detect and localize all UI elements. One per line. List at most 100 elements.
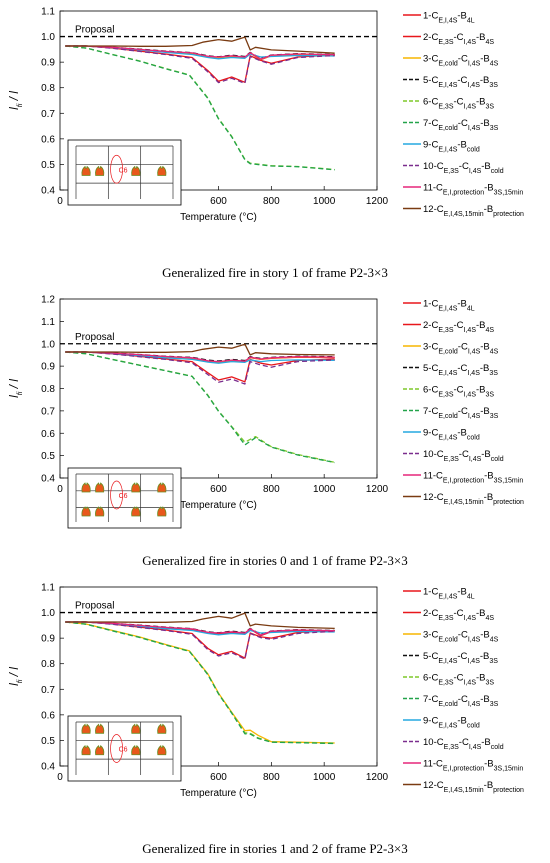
fire-icon xyxy=(131,506,141,517)
legend-label: 9-CE,I,4S-Bcold xyxy=(423,140,480,154)
series-line-10 xyxy=(65,351,335,385)
x-tick-label: 1200 xyxy=(366,196,389,207)
legend-label: 3-CE,cold-CI,4S-B4S xyxy=(423,342,499,356)
y-tick-label: 0.4 xyxy=(41,186,55,197)
inset-label: C6 xyxy=(119,493,128,500)
x-axis-label: Temperature (°C) xyxy=(180,788,257,799)
legend-label: 10-CE,3S-CI,4S-Bcold xyxy=(423,161,504,175)
x-tick-label: 600 xyxy=(210,772,227,783)
y-tick-label: 0.5 xyxy=(41,160,55,171)
proposal-label: Proposal xyxy=(75,332,114,343)
legend-label: 3-CE,cold-CI,4S-B4S xyxy=(423,54,499,68)
legend-label: 7-CE,cold-CI,4S-B3S xyxy=(423,406,499,420)
legend-label: 7-CE,cold-CI,4S-B3S xyxy=(423,118,499,132)
fire-icon xyxy=(95,723,105,734)
fire-icon xyxy=(81,482,91,493)
series-line-12 xyxy=(65,343,335,356)
y-tick-label: 1.1 xyxy=(41,583,55,594)
fire-icon xyxy=(81,745,91,756)
series-line-11 xyxy=(65,621,335,636)
legend-label: 10-CE,3S-CI,4S-Bcold xyxy=(423,737,504,751)
y-tick-label: 1.1 xyxy=(41,317,55,328)
legend-label: 5-CE,I,4S-CI,4S-B3S xyxy=(423,651,498,665)
legend-label: 12-CE,I,4S,15min-Bprotection xyxy=(423,204,524,218)
legend-label: 1-CE,I,4S-B4L xyxy=(423,299,475,313)
proposal-label: Proposal xyxy=(75,25,114,36)
fire-icon xyxy=(157,165,167,176)
chart-panel-2: 0.40.50.60.70.80.91.01.11.20200400600800… xyxy=(0,288,550,575)
legend-label: 2-CE,3S-CI,4S-B4S xyxy=(423,32,494,46)
legend-label: 11-CE,I,protection-B3S,15min xyxy=(423,471,523,485)
chart-svg-2: 0.40.50.60.70.80.91.01.11.20200400600800… xyxy=(7,295,524,529)
y-axis-label: lfi / l xyxy=(7,91,24,110)
y-tick-label: 0.4 xyxy=(41,762,55,773)
legend-label: 10-CE,3S-CI,4S-Bcold xyxy=(423,449,504,463)
inset-highlight xyxy=(110,734,123,763)
inset-diagram: C6 xyxy=(67,467,182,529)
fire-icon xyxy=(81,165,91,176)
legend-label: 12-CE,I,4S,15min-Bprotection xyxy=(423,780,524,794)
y-tick-label: 0.6 xyxy=(41,134,55,145)
legend-label: 9-CE,I,4S-Bcold xyxy=(423,716,480,730)
inset-highlight xyxy=(110,154,123,184)
series-line-12 xyxy=(65,612,335,630)
x-tick-label: 0 xyxy=(57,196,63,207)
x-tick-label: 1200 xyxy=(366,772,389,783)
fire-icon xyxy=(131,165,141,176)
x-tick-label: 800 xyxy=(263,484,280,495)
x-tick-label: 1000 xyxy=(313,196,336,207)
plot-area xyxy=(59,298,378,479)
x-tick-label: 600 xyxy=(210,484,227,495)
legend-label: 5-CE,I,4S-CI,4S-B3S xyxy=(423,75,498,89)
y-tick-label: 1.1 xyxy=(41,7,55,18)
legend-label: 6-CE,3S-CI,4S-B3S xyxy=(423,673,494,687)
series-line-7 xyxy=(65,351,335,464)
x-axis-label: Temperature (°C) xyxy=(180,212,257,223)
fire-icon xyxy=(157,506,167,517)
chart-panel-3: 0.40.50.60.70.80.91.01.10200400600800100… xyxy=(0,576,550,863)
legend-label: 2-CE,3S-CI,4S-B4S xyxy=(423,608,494,622)
series-line-10 xyxy=(65,621,335,660)
fire-icon xyxy=(81,723,91,734)
legend-label: 1-CE,I,4S-B4L xyxy=(423,11,475,25)
series-line-11 xyxy=(65,45,335,60)
y-tick-label: 1.0 xyxy=(41,32,55,43)
y-tick-label: 0.9 xyxy=(41,362,55,373)
y-tick-label: 0.8 xyxy=(41,384,55,395)
y-tick-label: 0.7 xyxy=(41,406,55,417)
y-tick-label: 0.5 xyxy=(41,736,55,747)
fire-icon xyxy=(131,745,141,756)
legend-label: 12-CE,I,4S,15min-Bprotection xyxy=(423,492,524,506)
inset-border xyxy=(67,467,182,529)
y-axis-label: lfi / l xyxy=(7,667,24,686)
fire-icon xyxy=(157,482,167,493)
inset-label: C6 xyxy=(119,747,128,754)
inset-label: C6 xyxy=(119,167,128,174)
y-tick-label: 1.2 xyxy=(41,295,55,306)
y-tick-label: 0.4 xyxy=(41,474,55,485)
fire-icon xyxy=(95,482,105,493)
x-tick-label: 1000 xyxy=(313,772,336,783)
chart-panel-1: 0.40.50.60.70.80.91.01.10200400600800100… xyxy=(0,0,550,287)
series-line-11 xyxy=(65,351,335,363)
x-tick-label: 800 xyxy=(263,196,280,207)
legend-label: 9-CE,I,4S-Bcold xyxy=(423,428,480,442)
fire-icon xyxy=(95,745,105,756)
fire-icon xyxy=(95,506,105,517)
y-tick-label: 0.8 xyxy=(41,83,55,94)
series-line-12 xyxy=(65,36,335,54)
legend-label: 7-CE,cold-CI,4S-B3S xyxy=(423,694,499,708)
chart-caption: Generalized fire in stories 1 and 2 of f… xyxy=(142,841,408,856)
y-tick-label: 0.9 xyxy=(41,58,55,69)
x-axis-label: Temperature (°C) xyxy=(180,500,257,511)
y-tick-label: 0.7 xyxy=(41,109,55,120)
chart-svg-1: 0.40.50.60.70.80.91.01.10200400600800100… xyxy=(7,7,524,224)
fire-icon xyxy=(81,506,91,517)
series-line-10 xyxy=(65,45,335,85)
x-tick-label: 600 xyxy=(210,196,227,207)
y-tick-label: 1.0 xyxy=(41,339,55,350)
y-tick-label: 0.5 xyxy=(41,451,55,462)
y-tick-label: 0.6 xyxy=(41,710,55,721)
inset-highlight xyxy=(110,480,123,510)
inset-diagram: C6 xyxy=(67,715,182,782)
